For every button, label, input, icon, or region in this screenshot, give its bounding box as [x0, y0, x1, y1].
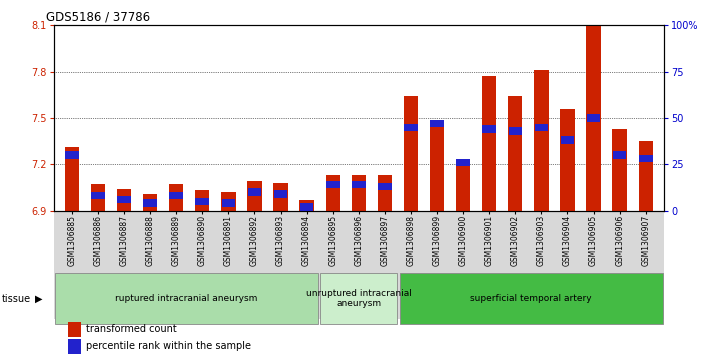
- Bar: [299, 200, 313, 211]
- Bar: [352, 181, 366, 188]
- Bar: [482, 76, 496, 211]
- Bar: [273, 190, 287, 197]
- Bar: [560, 136, 574, 144]
- Bar: [378, 183, 392, 190]
- Bar: [508, 127, 522, 135]
- Bar: [273, 183, 288, 211]
- Bar: [195, 191, 209, 211]
- Bar: [535, 123, 548, 131]
- Bar: [351, 175, 366, 211]
- Bar: [91, 184, 105, 211]
- Bar: [326, 181, 340, 188]
- Bar: [143, 193, 157, 211]
- Bar: [65, 147, 79, 211]
- Bar: [300, 203, 313, 211]
- Bar: [247, 181, 261, 211]
- Text: ▶: ▶: [35, 294, 43, 303]
- Bar: [169, 184, 183, 211]
- Bar: [65, 151, 79, 159]
- Bar: [534, 70, 548, 211]
- Bar: [560, 109, 575, 211]
- Bar: [587, 114, 600, 122]
- Bar: [483, 125, 496, 133]
- Bar: [326, 175, 340, 211]
- Bar: [404, 123, 418, 131]
- Bar: [248, 188, 261, 196]
- Bar: [586, 0, 600, 211]
- Bar: [404, 97, 418, 211]
- Bar: [430, 121, 444, 211]
- Bar: [169, 192, 183, 199]
- Bar: [456, 163, 471, 211]
- Bar: [221, 192, 236, 211]
- Text: transformed count: transformed count: [86, 324, 176, 334]
- Bar: [221, 199, 235, 207]
- Text: GDS5186 / 37786: GDS5186 / 37786: [46, 11, 151, 24]
- FancyBboxPatch shape: [320, 273, 398, 324]
- Text: superficial temporal artery: superficial temporal artery: [471, 294, 592, 303]
- Bar: [117, 196, 131, 203]
- Bar: [117, 189, 131, 211]
- Bar: [196, 197, 209, 205]
- Bar: [378, 175, 392, 211]
- Bar: [144, 199, 157, 207]
- Bar: [638, 141, 653, 211]
- Bar: [508, 97, 523, 211]
- Bar: [639, 155, 653, 162]
- Bar: [613, 151, 626, 159]
- FancyBboxPatch shape: [400, 273, 663, 324]
- Text: percentile rank within the sample: percentile rank within the sample: [86, 341, 251, 351]
- Text: tissue: tissue: [1, 294, 31, 303]
- Text: ruptured intracranial aneurysm: ruptured intracranial aneurysm: [115, 294, 258, 303]
- Bar: [613, 129, 627, 211]
- Bar: [431, 120, 444, 127]
- Bar: [91, 192, 105, 199]
- Text: unruptured intracranial
aneurysm: unruptured intracranial aneurysm: [306, 289, 412, 308]
- FancyBboxPatch shape: [55, 273, 318, 324]
- Bar: [456, 159, 470, 166]
